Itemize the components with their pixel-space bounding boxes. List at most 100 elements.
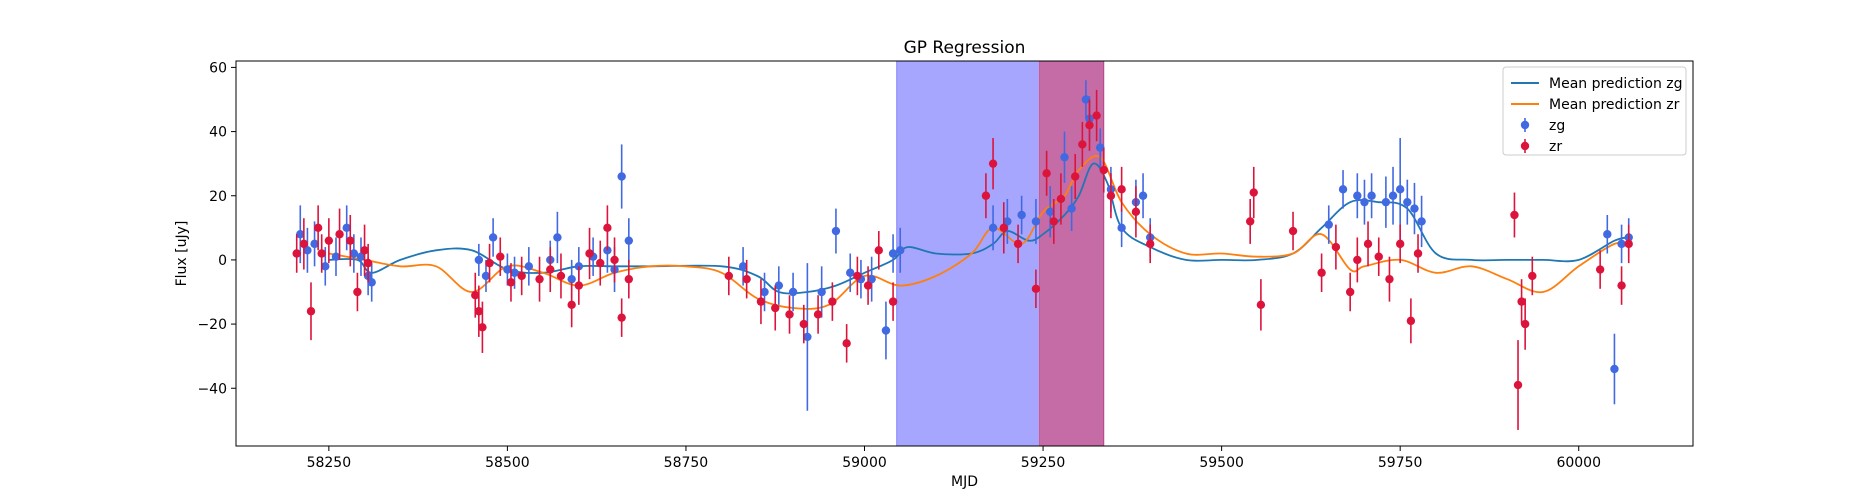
legend-label: zg xyxy=(1549,118,1565,134)
zr-point xyxy=(1056,194,1066,204)
zg-point xyxy=(1338,185,1348,194)
zr-point xyxy=(313,223,323,233)
x-tick-label: 59000 xyxy=(842,455,887,471)
zr-point xyxy=(585,249,594,258)
y-tick-label: −40 xyxy=(197,381,227,397)
zr-point xyxy=(1385,274,1394,284)
zr-point xyxy=(306,307,316,316)
zr-point xyxy=(1595,265,1605,274)
zg-point xyxy=(553,233,562,242)
zr-point xyxy=(360,246,369,255)
zr-point xyxy=(603,223,612,233)
zg-point xyxy=(488,233,498,242)
series-zr xyxy=(292,89,1633,430)
zr-point xyxy=(1256,300,1266,310)
zr-point xyxy=(567,300,576,310)
x-tick-label: 59750 xyxy=(1378,455,1423,471)
data-points xyxy=(292,80,1633,430)
zr-point xyxy=(1363,239,1373,249)
zr-point xyxy=(756,297,766,306)
zr-point xyxy=(610,255,619,265)
zg-point xyxy=(574,262,584,271)
y-tick-label: 40 xyxy=(209,125,227,141)
zr-point xyxy=(1288,226,1298,236)
zr-point xyxy=(1395,239,1405,249)
zg-point xyxy=(988,223,998,233)
zr-point xyxy=(842,339,851,348)
legend-entry-zr: zr xyxy=(1520,139,1562,155)
zg-point xyxy=(1603,230,1612,239)
zg-point xyxy=(1067,204,1076,213)
zg-point xyxy=(567,274,576,284)
zr-point xyxy=(1078,140,1087,149)
zg-point xyxy=(1410,204,1419,213)
zr-point xyxy=(1617,281,1626,290)
zr-point xyxy=(724,271,734,281)
zr-point xyxy=(596,258,605,268)
zr-point xyxy=(863,281,873,290)
zg-point xyxy=(349,249,359,258)
zg-point xyxy=(624,236,634,245)
zr-point xyxy=(471,291,480,300)
legend: Mean prediction zg Mean prediction zr zg zr xyxy=(1502,66,1687,156)
zr-point xyxy=(546,265,555,274)
zr-point xyxy=(785,310,794,319)
zg-point xyxy=(617,172,626,181)
zr-point xyxy=(771,303,780,313)
zg-point xyxy=(1096,143,1105,152)
chart-title: GP Regression xyxy=(904,38,1026,58)
zg-point xyxy=(1138,191,1148,200)
zg-point xyxy=(896,246,905,255)
shaded-spans xyxy=(896,60,1105,447)
plot-area-frame xyxy=(235,60,1694,447)
zr-point xyxy=(617,313,626,322)
zg-point xyxy=(1353,191,1362,200)
y-axis-ticks: −40 −20 0 20 40 60 xyxy=(197,60,236,397)
zg-point xyxy=(1381,197,1391,207)
zr-point xyxy=(1528,271,1537,281)
zg-point xyxy=(1060,153,1069,162)
zg-point xyxy=(367,278,376,287)
zr-point xyxy=(1117,185,1126,194)
zg-point xyxy=(1117,223,1126,233)
zr-point xyxy=(1374,252,1383,261)
legend-label: zr xyxy=(1549,139,1562,155)
zg-point xyxy=(303,246,312,255)
zg-point xyxy=(1324,220,1333,229)
zr-point xyxy=(1413,249,1423,258)
series-zg xyxy=(296,80,1633,411)
zr-point xyxy=(353,287,362,297)
zr-point xyxy=(1510,210,1519,220)
zr-point xyxy=(1099,165,1108,175)
zr-point xyxy=(1131,207,1141,216)
x-axis-ticks: 58250 58500 58750 59000 59250 59500 59750 60000 xyxy=(307,446,1601,471)
zg-point xyxy=(803,332,812,342)
zr-point xyxy=(828,297,837,306)
zg-point xyxy=(310,239,319,249)
zr-point xyxy=(874,246,883,255)
legend-box xyxy=(1502,66,1687,156)
zr-point xyxy=(813,310,823,319)
zg-point xyxy=(881,326,891,335)
zg-point xyxy=(1610,364,1619,374)
legend-entries: Mean prediction zg Mean prediction zr zg zr xyxy=(1511,76,1683,155)
x-tick-label: 58500 xyxy=(485,455,530,471)
zr-point xyxy=(517,271,526,281)
zr-point xyxy=(496,252,505,261)
zg-point xyxy=(1360,197,1369,207)
legend-label: Mean prediction zr xyxy=(1549,97,1680,113)
zg-point xyxy=(356,252,366,261)
zr-point xyxy=(474,307,484,316)
zr-point xyxy=(1245,217,1255,226)
zg-point xyxy=(867,274,876,284)
zr-point xyxy=(1042,169,1051,178)
y-tick-label: −20 xyxy=(197,317,227,333)
legend-point-marker xyxy=(1520,120,1530,130)
zr-point xyxy=(485,258,494,268)
zr-point xyxy=(624,274,634,284)
zr-point xyxy=(478,323,487,332)
zr-point xyxy=(981,191,991,200)
zr-point xyxy=(1345,287,1355,297)
zg-point xyxy=(1017,210,1026,220)
